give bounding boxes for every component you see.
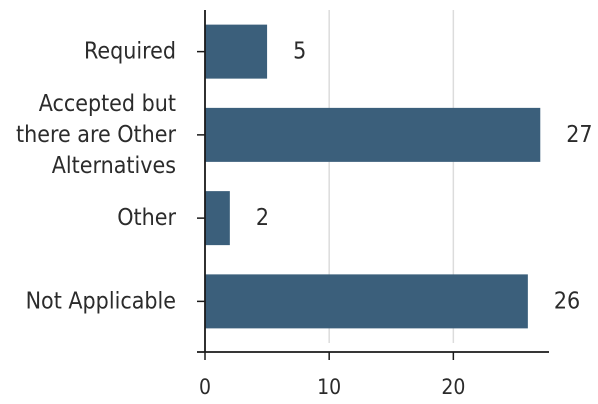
bar-0 [205, 24, 268, 79]
category-label-3: Not Applicable [26, 288, 176, 314]
value-label-2: 2 [256, 205, 269, 231]
bar-1 [205, 107, 541, 162]
axes [197, 10, 549, 360]
x-tick-label-20: 20 [441, 375, 465, 399]
category-label-2: Other [117, 205, 176, 231]
value-labels: 5 27 2 26 [256, 39, 593, 315]
bar-2 [205, 191, 230, 246]
category-label-0: Required [84, 39, 176, 65]
bar-3 [205, 274, 528, 329]
value-label-1: 27 [566, 122, 592, 148]
value-label-0: 5 [293, 39, 306, 65]
x-tick-label-0: 0 [199, 375, 211, 399]
category-labels: Required Accepted but there are Other Alter… [16, 39, 176, 315]
bars [205, 24, 541, 329]
x-tick-labels: 0 10 20 [199, 375, 465, 399]
value-label-3: 26 [554, 288, 580, 314]
x-tick-label-10: 10 [317, 375, 341, 399]
category-label-1: Accepted but there are Other Alternatives [16, 91, 176, 179]
